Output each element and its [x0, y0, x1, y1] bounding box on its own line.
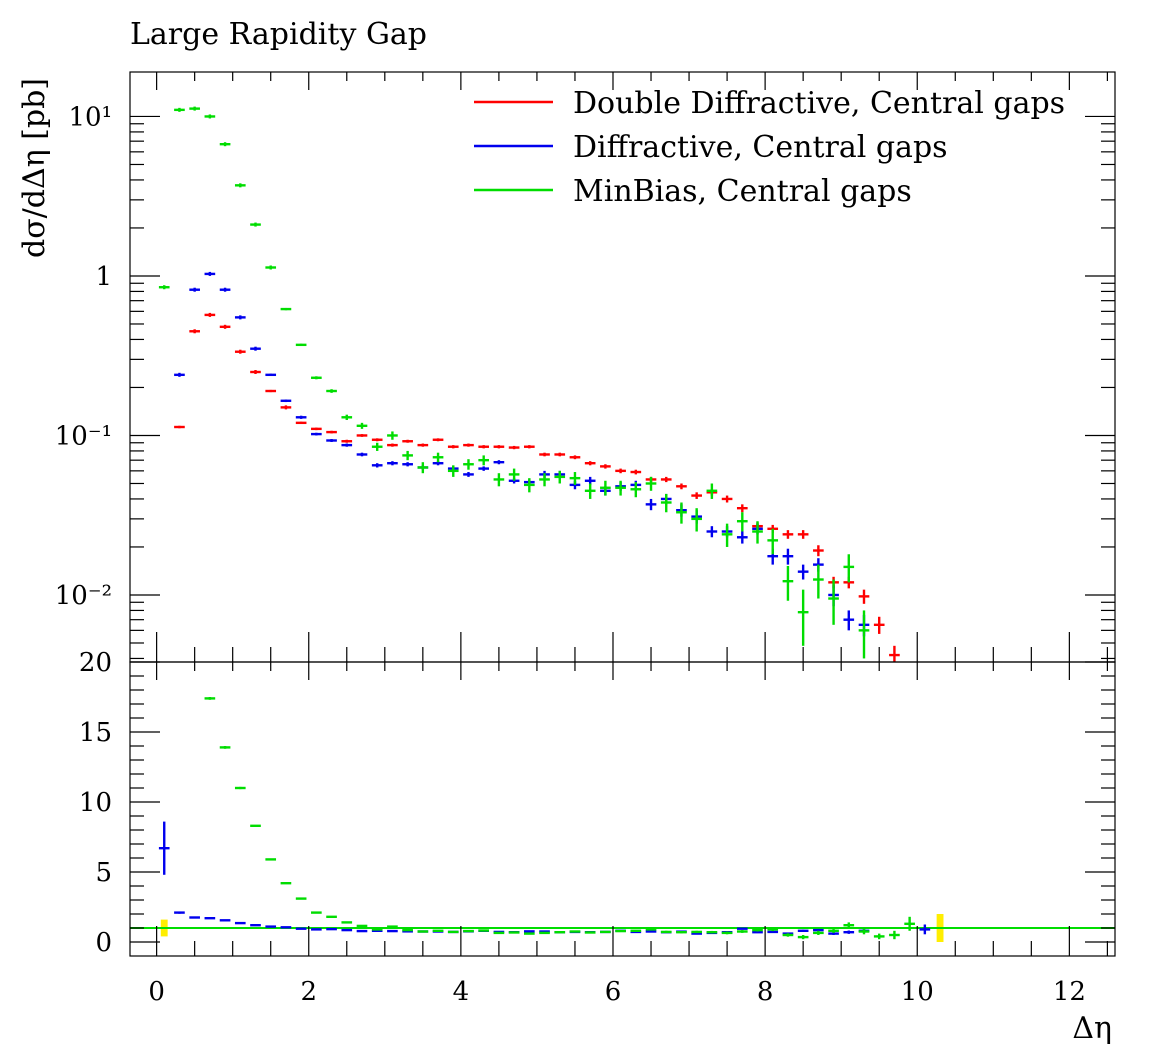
- x-tick-label: 12: [1053, 977, 1086, 1007]
- svg-text:dσ/dΔη [pb]: dσ/dΔη [pb]: [17, 78, 52, 258]
- upper-axis-ticks: 10⁻² 10⁻¹ 1 10¹: [55, 72, 1115, 662]
- legend: Double Diffractive, Central gaps Diffract…: [474, 86, 1065, 209]
- x-tick-label: 10: [901, 977, 934, 1007]
- y-tick-label-ratio: 15: [79, 718, 112, 748]
- upper-data-points: [158, 106, 900, 662]
- x-tick-label: 8: [757, 977, 774, 1007]
- ratio-series-minbias-central-gaps: [204, 697, 915, 940]
- y-tick-label-upper: 1: [95, 262, 112, 292]
- ratio-axis-ticks: 0 2 4 6 8 10 12 0 5 10 15 20: [79, 648, 1115, 1007]
- y-tick-label-ratio: 10: [79, 788, 112, 818]
- series-minbias-central-gaps: [158, 106, 870, 659]
- x-tick-label: 4: [453, 977, 470, 1007]
- chart-title: Large Rapidity Gap: [130, 17, 427, 52]
- y-tick-label-upper: 10¹: [68, 102, 112, 132]
- x-tick-label: 0: [148, 977, 165, 1007]
- y-tick-label-ratio: 0: [95, 928, 112, 958]
- x-tick-label: 2: [300, 977, 317, 1007]
- y-tick-label-ratio: 20: [79, 648, 112, 678]
- ratio-series-diffractive-central-gaps: [158, 821, 931, 935]
- reference-band: [130, 914, 1115, 942]
- series-double-diffractive-central-gaps: [174, 312, 900, 662]
- y-tick-label-upper: 10⁻²: [55, 581, 112, 611]
- y-axis-label: dσ/dΔη [pb]: [17, 78, 52, 258]
- legend-label: Diffractive, Central gaps: [573, 130, 948, 165]
- series-diffractive-central-gaps: [174, 271, 870, 637]
- y-tick-label-upper: 10⁻¹: [55, 421, 112, 451]
- x-tick-label: 6: [605, 977, 622, 1007]
- legend-label: Double Diffractive, Central gaps: [573, 86, 1065, 121]
- y-tick-label-ratio: 5: [95, 858, 112, 888]
- x-axis-label: Δη: [1072, 1011, 1112, 1046]
- legend-label: MinBias, Central gaps: [573, 174, 912, 209]
- ratio-data-points: [158, 697, 931, 940]
- ratio-plot-panel: 0 2 4 6 8 10 12 0 5 10 15 20: [79, 648, 1116, 1007]
- ratio-plot-frame: [129, 661, 1116, 957]
